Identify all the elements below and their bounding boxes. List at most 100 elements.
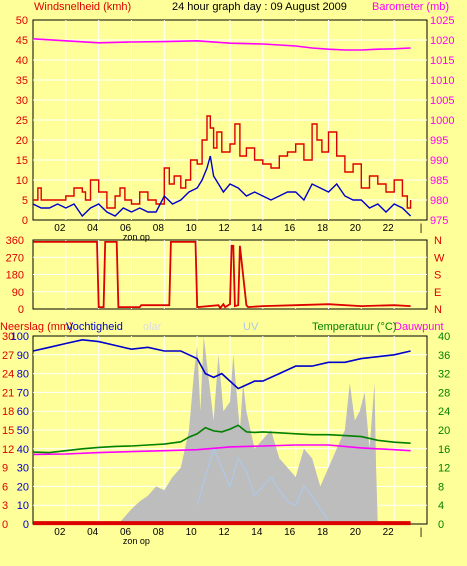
barometer-axis-title: Barometer (mb) — [372, 1, 449, 13]
rain-ytick-27: 27 — [2, 350, 14, 362]
rain-ytick-3: 3 — [2, 500, 8, 512]
wind-panel-xtick-20: 20 — [350, 223, 362, 234]
chart-marks — [32, 38, 412, 526]
dewpoint-axis-title: Dauwpunt — [394, 321, 444, 333]
rain-axis-title: Neerslag (mm) — [0, 321, 73, 333]
humidity-ytick-70: 70 — [17, 387, 29, 399]
climate-panel-xtick-14: 14 — [251, 527, 263, 538]
direction-ytick-0: 0 — [18, 304, 24, 316]
humidity-ytick-90: 90 — [17, 350, 29, 362]
rain-ytick-18: 18 — [2, 406, 14, 418]
series-uv — [196, 447, 329, 521]
humidity-ytick-20: 20 — [17, 481, 29, 493]
baro-ytick-980: 980 — [430, 195, 448, 207]
direction-ytick-180: 180 — [6, 270, 24, 282]
temperature-ytick-20: 20 — [438, 425, 450, 437]
baro-ytick-1015: 1015 — [430, 55, 454, 67]
rain-ytick-21: 21 — [2, 387, 14, 399]
rain-ytick-24: 24 — [2, 369, 14, 381]
wind-ytick-45: 45 — [16, 35, 28, 47]
humidity-ytick-10: 10 — [17, 500, 29, 512]
baro-ytick-990: 990 — [430, 155, 448, 167]
climate-panel-xtick-04: 04 — [87, 527, 99, 538]
wind-panel-xtick-06: 06 — [120, 223, 132, 234]
humidity-ytick-100: 100 — [11, 331, 29, 343]
baro-ytick-995: 995 — [430, 135, 448, 147]
rain-ytick-6: 6 — [2, 481, 8, 493]
climate-panel-xtick-end: | — [420, 527, 423, 538]
humidity-ytick-80: 80 — [17, 369, 29, 381]
climate-panel-xtick-22: 22 — [383, 527, 395, 538]
graph-title: 24 hour graph day : 09 August 2009 — [172, 1, 347, 13]
wind-panel-xtick-08: 08 — [153, 223, 165, 234]
wind-panel-xtick-04: 04 — [87, 223, 99, 234]
temperature-axis-title: Temperatuur (°C) — [312, 321, 396, 333]
wind-ytick-30: 30 — [16, 95, 28, 107]
humidity-axis-title: Vochtigheid — [66, 321, 123, 333]
series-average — [32, 155, 412, 218]
climate-panel-xtick-02: 02 — [54, 527, 66, 538]
rain-ytick-30: 30 — [2, 331, 14, 343]
wind-panel-xtick-end: | — [420, 223, 423, 234]
wind-ytick-0: 0 — [22, 215, 28, 227]
wind-panel-xtick-16: 16 — [284, 223, 296, 234]
direction-ytick-90: 90 — [12, 287, 24, 299]
wind-ytick-25: 25 — [16, 115, 28, 127]
wind-panel-xtick-22: 22 — [383, 223, 395, 234]
baro-ytick-1005: 1005 — [430, 95, 454, 107]
series-direction — [33, 241, 411, 310]
temperature-ytick-4: 4 — [438, 500, 444, 512]
direction-compass-0-N: N — [434, 235, 442, 247]
solar-label: olar — [143, 321, 162, 333]
series-temperature — [32, 424, 411, 454]
rain-ytick-0: 0 — [2, 519, 8, 531]
wind-ytick-40: 40 — [16, 55, 28, 67]
climate-panel-xtick-16: 16 — [284, 527, 296, 538]
temperature-ytick-40: 40 — [438, 331, 450, 343]
temperature-ytick-0: 0 — [438, 519, 444, 531]
wind-ytick-15: 15 — [16, 155, 28, 167]
baro-ytick-975: 975 — [430, 215, 448, 227]
wind-ytick-20: 20 — [16, 135, 28, 147]
wind-panel-xtick-18: 18 — [317, 223, 329, 234]
wind-ytick-10: 10 — [16, 175, 28, 187]
wind-panel-xtick-02: 02 — [54, 223, 66, 234]
baro-ytick-1010: 1010 — [430, 75, 454, 87]
temperature-ytick-8: 8 — [438, 481, 444, 493]
climate-panel-xtick-20: 20 — [350, 527, 362, 538]
series-barometer — [32, 38, 411, 51]
direction-compass-2-S: S — [434, 270, 441, 282]
wind-panel-sunrise-label: zon op — [123, 232, 150, 242]
series-dewpoint — [32, 444, 411, 456]
climate-panel-xtick-06: 06 — [120, 527, 132, 538]
humidity-ytick-0: 0 — [23, 519, 29, 531]
direction-ytick-360: 360 — [6, 235, 24, 247]
direction-compass-1-W: W — [434, 252, 445, 264]
wind-panel-xtick-14: 14 — [251, 223, 263, 234]
humidity-ytick-40: 40 — [17, 444, 29, 456]
rain-ytick-9: 9 — [2, 463, 8, 475]
humidity-ytick-60: 60 — [17, 406, 29, 418]
direction-compass-4-N: N — [434, 304, 442, 316]
baro-ytick-1000: 1000 — [430, 115, 454, 127]
series-gust — [33, 115, 412, 209]
baro-ytick-985: 985 — [430, 175, 448, 187]
series-solar — [33, 336, 411, 524]
wind-panel-xtick-10: 10 — [186, 223, 198, 234]
wind-ytick-5: 5 — [22, 195, 28, 207]
wind-ytick-50: 50 — [16, 15, 28, 27]
wind-axis-title: Windsnelheid (kmh) — [34, 1, 131, 13]
humidity-ytick-50: 50 — [17, 425, 29, 437]
temperature-ytick-12: 12 — [438, 463, 450, 475]
climate-panel-xtick-18: 18 — [317, 527, 329, 538]
baro-ytick-1020: 1020 — [430, 35, 454, 47]
climate-panel-xtick-12: 12 — [218, 527, 230, 538]
climate-panel-xtick-10: 10 — [186, 527, 198, 538]
chart-labels: 0510152025303540455097598098599099510001… — [2, 15, 454, 546]
climate-panel-xtick-08: 08 — [153, 527, 165, 538]
wind-ytick-35: 35 — [16, 75, 28, 87]
baro-ytick-1025: 1025 — [430, 15, 454, 27]
climate-panel-sunrise-label: zon op — [123, 536, 150, 546]
humidity-ytick-30: 30 — [17, 463, 29, 475]
rain-ytick-12: 12 — [2, 444, 14, 456]
